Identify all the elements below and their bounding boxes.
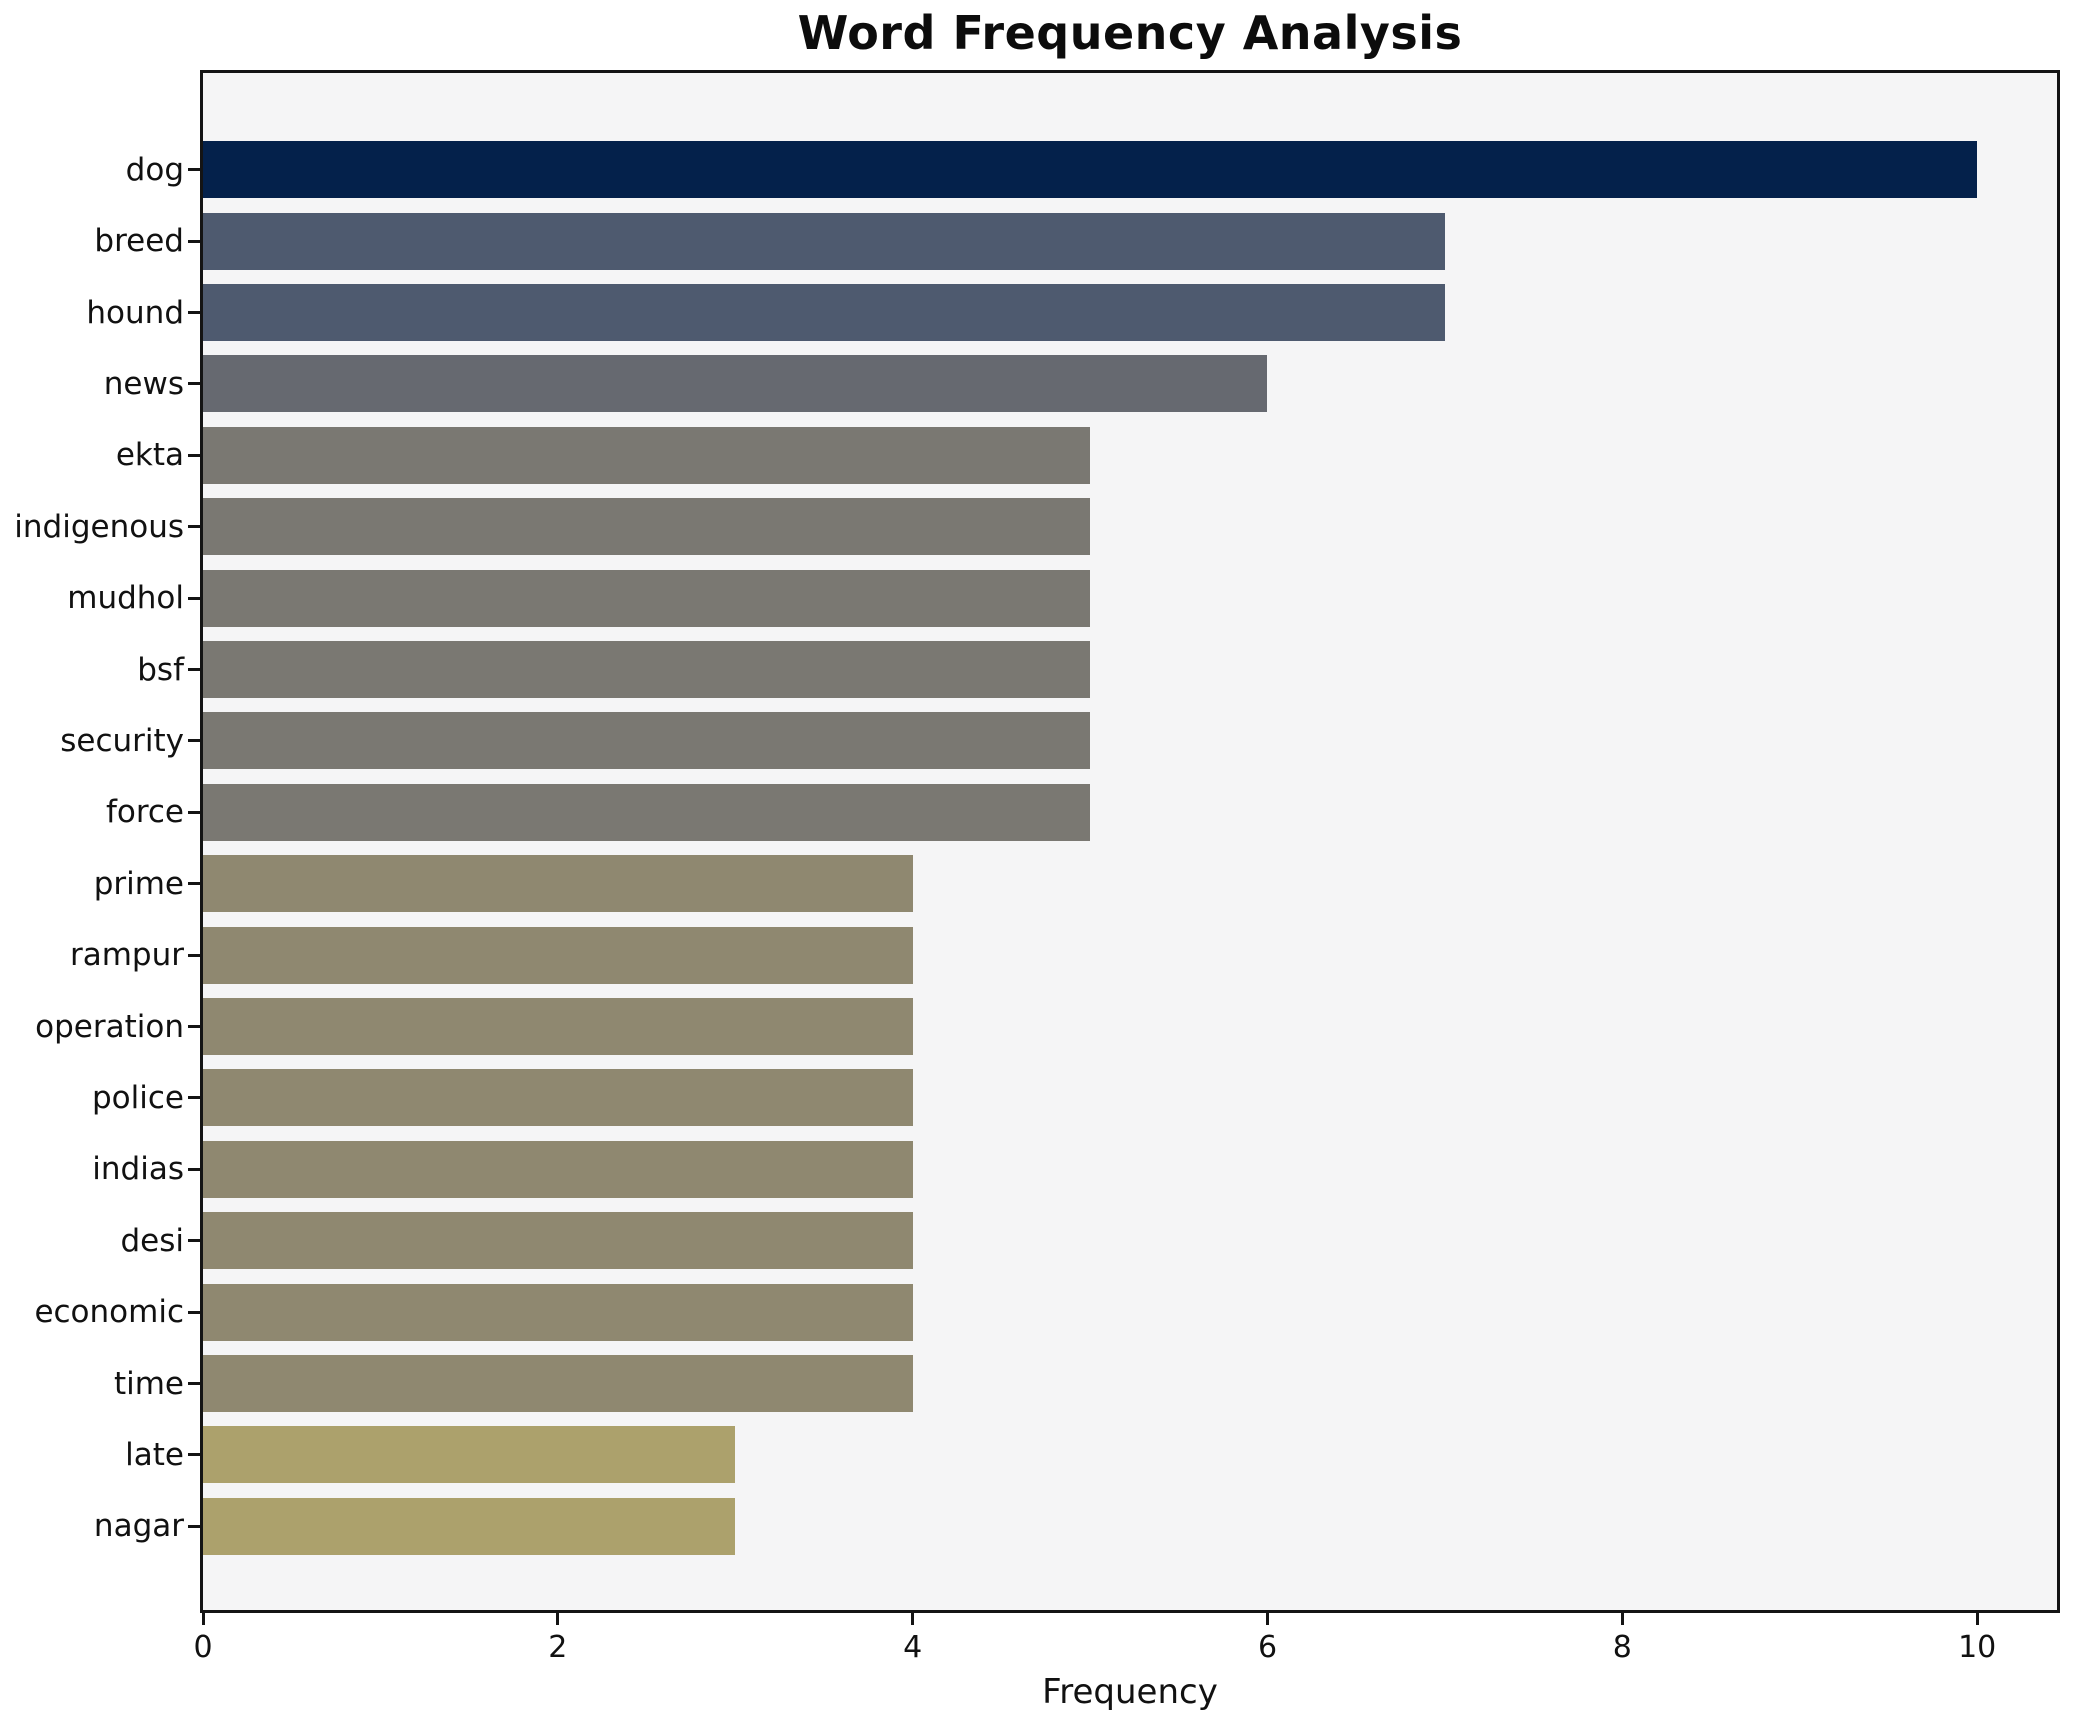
y-tick-mark [188, 596, 200, 600]
bar-indigenous [203, 498, 1091, 556]
y-tick-mark [188, 1239, 200, 1243]
y-tick-mark [188, 953, 200, 957]
bar-breed [203, 212, 1445, 270]
y-tick-mark [188, 1310, 200, 1314]
x-axis-label: Frequency [1042, 1672, 1218, 1712]
y-tick-mark [188, 1524, 200, 1528]
y-tick-label-force: force [105, 794, 184, 831]
y-tick-mark [188, 525, 200, 529]
y-tick-mark [188, 668, 200, 671]
bar-nagar [203, 1497, 736, 1555]
y-tick-label-mudhol: mudhol [67, 580, 184, 617]
x-tick-mark [1265, 1613, 1269, 1625]
bar-time [203, 1355, 913, 1412]
y-tick-mark [188, 239, 200, 243]
y-tick-label-late: late [125, 1436, 184, 1473]
y-tick-label-prime: prime [93, 865, 184, 902]
bar-indias [203, 1140, 913, 1198]
x-tick-label-6: 6 [1257, 1630, 1278, 1665]
y-tick-label-nagar: nagar [93, 1508, 184, 1545]
y-tick-mark [188, 453, 200, 457]
y-tick-label-dog: dog [125, 151, 184, 188]
x-tick-label-0: 0 [193, 1630, 213, 1665]
x-tick-label-10: 10 [1958, 1630, 1997, 1665]
bar-security [203, 712, 1091, 770]
y-tick-label-economic: economic [34, 1294, 184, 1331]
bar-prime [203, 855, 913, 913]
bar-force [203, 783, 1091, 841]
bar-police [203, 1069, 913, 1127]
x-tick-label-8: 8 [1612, 1630, 1632, 1665]
y-tick-label-operation: operation [35, 1008, 184, 1045]
bar-desi [203, 1212, 913, 1270]
y-tick-mark [188, 382, 200, 386]
y-tick-mark [188, 1025, 200, 1028]
y-tick-label-police: police [92, 1079, 184, 1116]
chart-title: Word Frequency Analysis [797, 6, 1463, 60]
bar-ekta [203, 426, 1091, 484]
y-tick-label-breed: breed [94, 223, 184, 260]
x-tick-label-2: 2 [548, 1630, 568, 1665]
y-tick-mark [188, 311, 200, 314]
y-tick-mark [188, 1453, 200, 1457]
y-tick-mark [188, 168, 200, 172]
y-tick-label-indigenous: indigenous [14, 508, 184, 545]
y-tick-label-security: security [60, 722, 184, 759]
x-tick-mark [911, 1613, 915, 1625]
bar-dog [203, 141, 1978, 199]
x-tick-mark [1620, 1613, 1624, 1625]
y-tick-mark [188, 1096, 200, 1100]
y-tick-mark [188, 810, 200, 814]
y-tick-mark [188, 739, 200, 743]
x-tick-mark [201, 1613, 205, 1625]
y-tick-label-indias: indias [92, 1151, 184, 1188]
y-tick-mark [188, 882, 200, 886]
y-tick-label-bsf: bsf [137, 651, 184, 688]
y-tick-label-ekta: ekta [115, 437, 184, 474]
bar-mudhol [203, 569, 1091, 627]
bar-operation [203, 998, 913, 1055]
y-tick-mark [188, 1382, 200, 1385]
x-tick-label-4: 4 [903, 1630, 923, 1665]
y-tick-mark [188, 1167, 200, 1171]
bar-bsf [203, 641, 1091, 698]
bar-economic [203, 1283, 913, 1341]
bar-hound [203, 284, 1445, 341]
bar-late [203, 1426, 736, 1484]
y-tick-label-rampur: rampur [69, 937, 184, 974]
y-tick-label-desi: desi [120, 1222, 184, 1259]
y-tick-label-news: news [103, 365, 184, 402]
y-tick-label-hound: hound [86, 294, 184, 331]
bar-rampur [203, 926, 913, 984]
x-tick-mark [1975, 1613, 1979, 1625]
y-tick-label-time: time [113, 1365, 184, 1402]
bar-news [203, 355, 1268, 413]
x-tick-mark [556, 1613, 560, 1625]
